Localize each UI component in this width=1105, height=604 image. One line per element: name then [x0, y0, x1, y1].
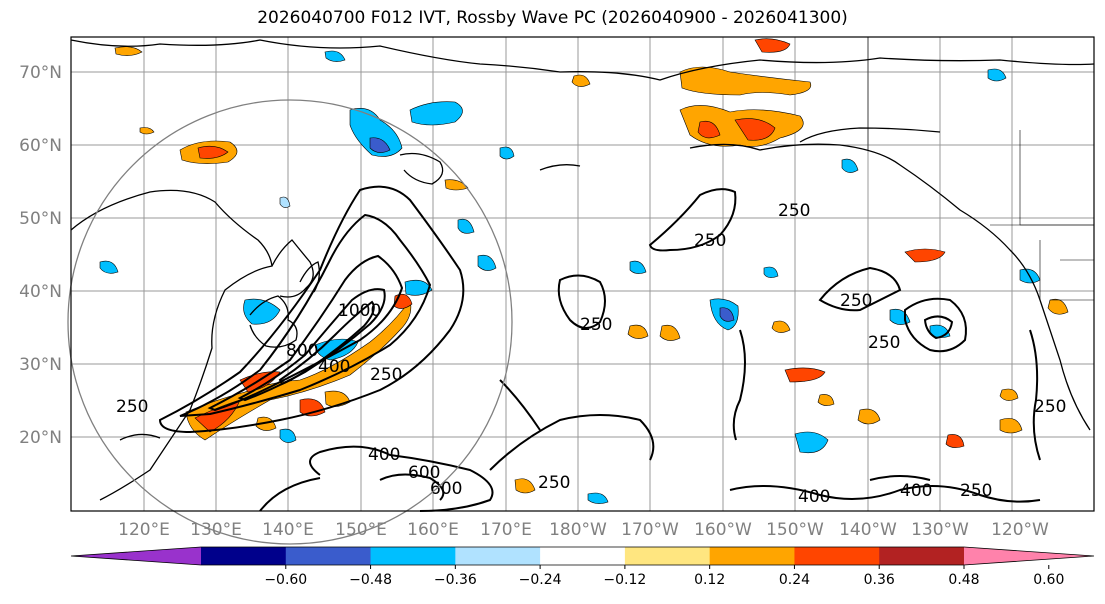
colorbar-tick-label: 0.12 — [694, 572, 725, 588]
lat-label: 70°N — [19, 63, 62, 83]
colorbar-outline — [70, 546, 1095, 566]
contour-label: 250 — [538, 473, 570, 493]
lat-label: 30°N — [19, 355, 62, 375]
contour-label: 250 — [868, 333, 900, 353]
lon-label: 170°E — [480, 520, 532, 540]
colorbar-extend-high — [964, 547, 1094, 565]
map-panel — [71, 37, 1094, 511]
lon-label: 150°E — [335, 520, 387, 540]
rossby-wave-circle — [67, 99, 513, 545]
colorbar-tick-label: −0.36 — [434, 572, 477, 588]
colorbar-segment — [709, 547, 795, 565]
colorbar-segment — [624, 547, 711, 565]
lon-label: 130°W — [911, 520, 969, 540]
contour-label: 250 — [840, 291, 872, 311]
ivt-contours — [158, 185, 1041, 512]
contour-label: 250 — [778, 201, 810, 221]
lon-label: 140°W — [839, 520, 897, 540]
colorbar: −0.60 −0.48 −0.36 −0.24 −0.12 0.12 0.24 0.36 0.4… — [70, 546, 1095, 588]
contour-label: 400 — [368, 445, 400, 465]
lon-label: 120°W — [991, 520, 1049, 540]
lon-label: 150°W — [766, 520, 824, 540]
colorbar-segment — [285, 547, 372, 565]
colorbar-tick-label: 0.24 — [779, 572, 810, 588]
contour-label: 250 — [370, 365, 402, 385]
lat-label: 60°N — [19, 136, 62, 156]
lat-label: 50°N — [19, 209, 62, 229]
positive-anomaly-patches — [114, 38, 1069, 494]
contour-labels: 250 250 250 250 250 250 250 250 400 400 … — [116, 201, 1066, 507]
contour-label: 250 — [580, 315, 612, 335]
colorbar-tick-label: −0.24 — [519, 572, 562, 588]
contour-label: 250 — [694, 231, 726, 251]
colorbar-segment — [540, 547, 626, 565]
contour-label: 600 — [430, 479, 462, 499]
contour-label: 400 — [318, 357, 350, 377]
colorbar-segment — [879, 547, 965, 565]
colorbar-tick-label: 0.48 — [948, 572, 979, 588]
negative-anomaly-patches — [99, 50, 1041, 504]
contour-label: 600 — [408, 463, 440, 483]
lon-label: 170°W — [621, 520, 679, 540]
colorbar-segment — [455, 547, 541, 565]
lat-label: 40°N — [19, 282, 62, 302]
lon-label: 130°E — [190, 520, 242, 540]
colorbar-tick-label: −0.12 — [603, 572, 646, 588]
contour-label: 400 — [900, 481, 932, 501]
contour-label: 250 — [116, 397, 148, 417]
lon-label: 120°E — [118, 520, 170, 540]
lon-label: 160°E — [407, 520, 459, 540]
contour-label: 250 — [1034, 397, 1066, 417]
lon-labels: 120°E 130°E 140°E 150°E 160°E 170°E 180°… — [118, 520, 1049, 540]
colorbar-tick-label: −0.60 — [264, 572, 307, 588]
contour-label: 1000 — [338, 301, 381, 321]
contour-label: 800 — [286, 341, 318, 361]
contour-label: 400 — [798, 487, 830, 507]
lon-label: 160°W — [694, 520, 752, 540]
lat-label: 20°N — [19, 428, 62, 448]
map-frame — [70, 36, 1095, 512]
colorbar-segment — [201, 547, 287, 565]
map-title: 2026040700 F012 IVT, Rossby Wave PC (202… — [257, 8, 848, 28]
colorbar-tick-label: 0.60 — [1033, 572, 1064, 588]
coastlines — [70, 39, 1095, 501]
lon-label: 180°W — [549, 520, 607, 540]
contour-label: 250 — [960, 481, 992, 501]
graticule — [71, 37, 1094, 511]
colorbar-tick-label: 0.36 — [864, 572, 895, 588]
colorbar-segment — [794, 547, 880, 565]
borders — [867, 37, 1094, 301]
colorbar-tick-label: −0.48 — [349, 572, 392, 588]
lat-labels: 70°N 60°N 50°N 40°N 30°N 20°N — [19, 63, 62, 448]
colorbar-segment — [370, 547, 456, 565]
colorbar-extend-low — [71, 547, 201, 565]
lon-label: 140°E — [262, 520, 314, 540]
